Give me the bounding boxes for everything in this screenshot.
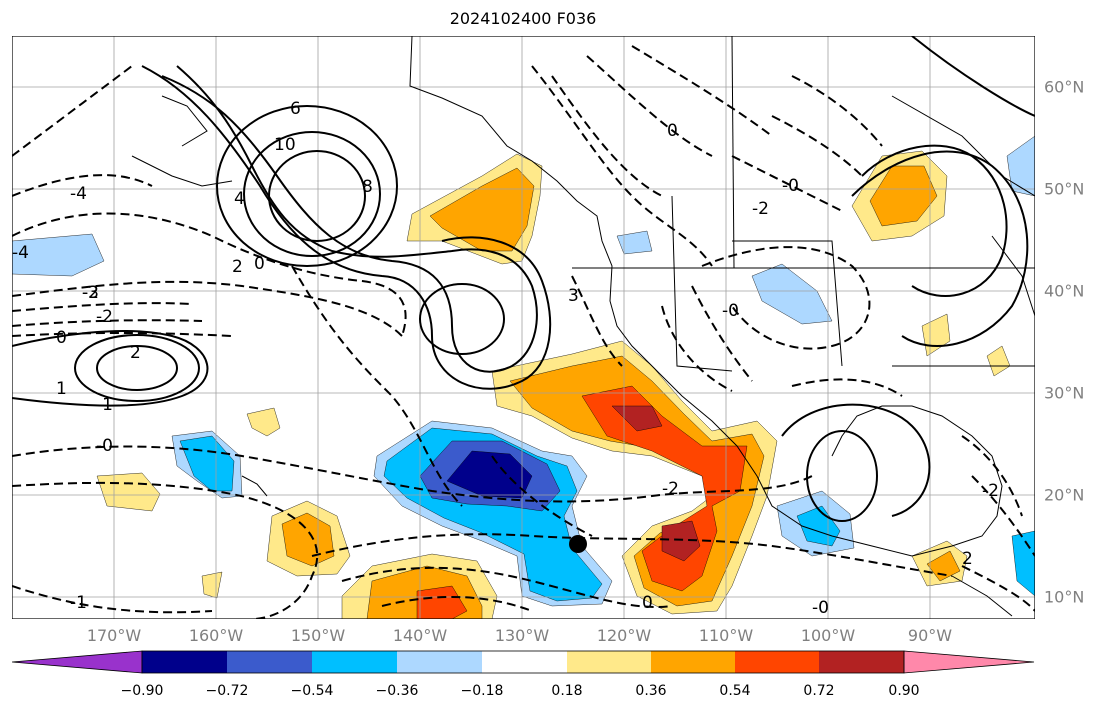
forecast-position-marker: [569, 535, 587, 553]
colorbar-tick-label: −0.36: [375, 683, 419, 699]
negative-anomaly-region: [616, 230, 653, 255]
latitude-label: 60°N: [1044, 77, 1085, 97]
colorbar-tick-label: 0.36: [635, 683, 667, 699]
colorbar-extend-min: [12, 650, 143, 674]
colorbar-tick-label: −0.72: [205, 683, 249, 699]
contour-label: 0: [254, 254, 265, 274]
longitude-label: 130°W: [494, 626, 550, 645]
colorbar-bin: [735, 651, 819, 673]
colorbar-extend-max: [903, 650, 1035, 674]
map-title: 2024102400 F036: [449, 9, 597, 28]
colorbar-tick-label: 0.72: [803, 683, 835, 699]
contour-label: 4: [234, 189, 245, 209]
latitude-label: 40°N: [1044, 281, 1085, 301]
shaded-anomaly-fields: [12, 135, 1035, 619]
contour-label: -1: [96, 395, 113, 415]
longitude-label: 90°W: [907, 626, 953, 645]
contour-label: -2: [752, 199, 769, 219]
contour-label: 1: [56, 379, 67, 399]
longitude-label: 170°W: [86, 626, 142, 645]
contour-label: -0: [812, 598, 829, 618]
longitude-label: 150°W: [290, 626, 346, 645]
contour-label: 10: [274, 135, 296, 155]
longitude-label: 100°W: [800, 626, 856, 645]
contour-label: -0: [722, 301, 739, 321]
contour-label: -4: [70, 184, 87, 204]
colorbar-tick-label: 0.18: [551, 683, 583, 699]
contour-label: -3: [82, 283, 99, 303]
contour-label: 0: [56, 328, 67, 348]
contour-label: 3: [568, 286, 579, 306]
colorbar-bin: [312, 651, 397, 673]
colorbar: [12, 650, 1035, 674]
colorbar-tick-label: 0.54: [719, 683, 751, 699]
forecast-map: 10 8 6 4 2 0 0 0 -1 -2 -2 -3 -4 -4 2 -2 …: [12, 36, 1035, 619]
latitude-label: 50°N: [1044, 179, 1085, 199]
positive-anomaly-region: [246, 407, 281, 437]
contour-label: -0: [782, 176, 799, 196]
longitude-label: 160°W: [188, 626, 244, 645]
colorbar-bin: [142, 651, 227, 673]
latitude-label: 10°N: [1044, 587, 1085, 607]
colorbar-tick-label: −0.54: [290, 683, 334, 699]
colorbar-bin: [567, 651, 651, 673]
colorbar-bin: [227, 651, 312, 673]
colorbar-tick-label: −0.18: [460, 683, 504, 699]
positive-anomaly-region: [201, 571, 223, 599]
contour-label: 6: [290, 99, 301, 119]
dashed-contours: [12, 45, 1035, 619]
negative-anomaly-region: [751, 263, 833, 325]
negative-anomaly-region: [1006, 135, 1035, 197]
negative-anomaly-region: [12, 233, 105, 277]
contour-label: -2: [96, 307, 113, 327]
colorbar-bin: [819, 651, 904, 673]
colorbar-bin: [482, 651, 567, 673]
contour-label: 2: [232, 257, 243, 277]
colorbar-bin: [397, 651, 482, 673]
contour-label: 8: [362, 177, 373, 197]
contour-labels: 10 8 6 4 2 0 0 0 -1 -2 -2 -3 -4 -4 2 -2 …: [12, 99, 999, 618]
contour-label: -4: [12, 243, 29, 263]
colorbar-tick-label: −0.90: [120, 683, 164, 699]
contour-label: 2: [962, 549, 973, 569]
contour-label: 0: [667, 121, 678, 141]
contour-label: 0: [642, 593, 653, 613]
contour-label: -2: [662, 479, 679, 499]
longitude-label: 120°W: [596, 626, 652, 645]
latitude-label: 20°N: [1044, 485, 1085, 505]
contour-label: -0: [96, 436, 113, 456]
contour-label: -2: [982, 481, 999, 501]
contour-label: 2: [130, 343, 141, 363]
colorbar-tick-label: 0.90: [888, 683, 920, 699]
longitude-label: 110°W: [698, 626, 754, 645]
latitude-label: 30°N: [1044, 383, 1085, 403]
coastlines: [131, 36, 1035, 617]
colorbar-bin: [651, 651, 735, 673]
contour-label: -1: [70, 593, 87, 613]
contour-label: -2: [82, 283, 99, 303]
longitude-label: 140°W: [392, 626, 448, 645]
